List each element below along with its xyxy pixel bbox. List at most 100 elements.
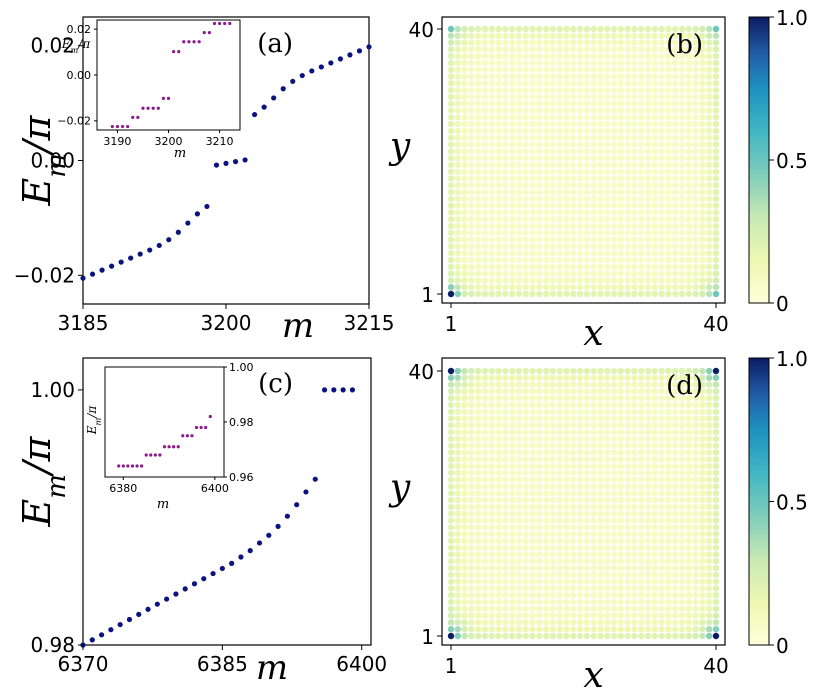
panel-d-site bbox=[665, 524, 672, 531]
panel-d-site bbox=[549, 612, 557, 619]
panel-b-site bbox=[706, 107, 713, 114]
panel-c-inset-point bbox=[172, 445, 176, 449]
panel-d-site bbox=[604, 503, 611, 511]
panel-d-site bbox=[617, 544, 625, 551]
panel-b-site bbox=[542, 209, 550, 216]
panel-d-site bbox=[624, 476, 631, 483]
panel-b-site bbox=[536, 127, 543, 135]
panel-b-site bbox=[447, 73, 455, 80]
panel-d-site bbox=[706, 524, 713, 531]
panel-d-site bbox=[563, 544, 570, 551]
panel-b-site bbox=[658, 66, 665, 73]
panel-b-site bbox=[644, 127, 652, 135]
panel-b-site bbox=[631, 195, 638, 203]
panel-d-site bbox=[576, 367, 584, 375]
panel-d-site bbox=[522, 530, 529, 538]
panel-d-site bbox=[556, 605, 563, 613]
panel-d-site bbox=[549, 598, 557, 606]
panel-d-site bbox=[597, 585, 604, 592]
panel-d-site bbox=[549, 422, 557, 429]
panel-d-site bbox=[515, 592, 523, 599]
panel-b-site bbox=[495, 52, 502, 60]
panel-b-site bbox=[583, 52, 591, 60]
panel-d-site bbox=[502, 503, 509, 511]
panel-d-site bbox=[604, 585, 611, 592]
panel-b-site bbox=[542, 236, 550, 243]
panel-d-site bbox=[454, 394, 461, 402]
panel-b-site bbox=[488, 148, 495, 155]
panel-b-site bbox=[685, 25, 693, 33]
panel-d-site bbox=[508, 517, 516, 524]
panel-b-site bbox=[597, 66, 604, 73]
panel-b-site bbox=[508, 161, 516, 169]
panel-d-site bbox=[665, 571, 672, 579]
panel-d-site bbox=[556, 388, 563, 395]
panel-d-site bbox=[549, 456, 557, 463]
panel-b-site bbox=[488, 236, 495, 243]
panel-b-site bbox=[515, 263, 523, 271]
panel-b-site bbox=[570, 86, 577, 94]
panel-b-site bbox=[665, 182, 672, 189]
panel-b-site bbox=[665, 32, 672, 39]
panel-b-site bbox=[556, 73, 563, 80]
panel-d-site bbox=[644, 462, 652, 470]
panel-b-site bbox=[542, 250, 550, 257]
panel-c-inset-point bbox=[121, 464, 125, 468]
panel-d-site bbox=[624, 490, 631, 497]
panel-d-site bbox=[658, 469, 665, 477]
panel-d-site bbox=[454, 578, 461, 585]
panel-d-site bbox=[678, 585, 686, 592]
panel-b-site bbox=[712, 39, 720, 46]
panel-b-site bbox=[570, 39, 577, 46]
panel-b-site bbox=[563, 284, 570, 291]
panel-b-site bbox=[590, 59, 597, 67]
panel-b-site bbox=[706, 175, 713, 182]
panel-d-site bbox=[474, 422, 482, 429]
panel-b-site bbox=[468, 277, 475, 284]
panel-d-site bbox=[542, 394, 550, 402]
panel-b-site bbox=[488, 284, 495, 291]
panel-d-site bbox=[447, 428, 455, 436]
panel-d-site bbox=[447, 598, 455, 606]
panel-b-site bbox=[474, 73, 482, 80]
panel-d-site bbox=[672, 476, 679, 483]
panel-d-site bbox=[529, 551, 536, 558]
panel-d-site bbox=[570, 374, 577, 381]
panel-d-site bbox=[692, 483, 699, 490]
panel-b-site bbox=[563, 250, 570, 257]
panel-b-site bbox=[678, 195, 686, 203]
panel-b-site bbox=[515, 202, 523, 209]
panel-d-colorbar-tick-label: 1.0 bbox=[776, 347, 808, 371]
panel-b-site bbox=[706, 209, 713, 216]
panel-d-site bbox=[488, 483, 495, 490]
panel-d-site bbox=[508, 394, 516, 402]
panel-d-site bbox=[685, 598, 693, 606]
panel-b-site bbox=[529, 256, 536, 264]
panel-d-site bbox=[447, 394, 455, 402]
panel-b-site bbox=[644, 80, 652, 87]
panel-d-site bbox=[685, 585, 693, 592]
panel-b-site bbox=[651, 154, 659, 162]
panel-b-site bbox=[597, 182, 604, 189]
panel-b-site bbox=[617, 100, 625, 107]
panel-b-site bbox=[699, 134, 706, 141]
panel-b-site bbox=[570, 114, 577, 121]
panel-b-site bbox=[542, 270, 550, 277]
panel-b-site bbox=[712, 127, 720, 135]
panel-b-site bbox=[631, 52, 638, 60]
panel-a-inset-point bbox=[197, 40, 201, 44]
panel-d-site bbox=[461, 510, 468, 517]
panel-b-site bbox=[672, 120, 679, 128]
panel-d-site bbox=[631, 374, 638, 381]
panel-d-site bbox=[515, 483, 523, 490]
panel-c-point bbox=[191, 581, 198, 587]
panel-d-site bbox=[556, 442, 563, 449]
panel-b-site bbox=[461, 73, 468, 80]
panel-b-site bbox=[597, 93, 604, 101]
panel-b-site bbox=[522, 66, 529, 73]
panel-b-site bbox=[590, 114, 597, 121]
panel-d-site bbox=[515, 517, 523, 524]
panel-d-site bbox=[610, 578, 618, 585]
panel-b-site bbox=[474, 100, 482, 107]
panel-b-site bbox=[542, 188, 550, 196]
